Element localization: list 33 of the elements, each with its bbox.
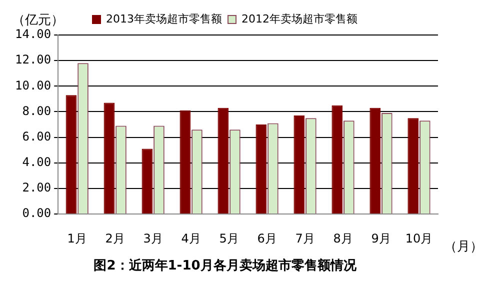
- y-tick-label: 14.00: [15, 27, 52, 42]
- y-axis-title: （亿元）: [12, 12, 64, 28]
- bar: [66, 95, 77, 214]
- x-tick-label: 1月: [67, 231, 87, 246]
- bar: [408, 118, 419, 214]
- bar: [104, 102, 115, 214]
- legend-label: 2012年卖场超市零售额: [242, 12, 358, 26]
- y-tick-label: 12.00: [15, 52, 52, 67]
- x-tick-label: 10月: [405, 231, 433, 246]
- x-axis-title: （月）: [444, 239, 483, 254]
- y-tick-label: 6.00: [22, 129, 52, 144]
- x-tick-label: 2月: [105, 231, 125, 246]
- y-tick-label: 2.00: [22, 180, 52, 195]
- bar: [256, 124, 267, 214]
- y-tick-label: 4.00: [22, 154, 52, 169]
- bar: [294, 116, 305, 214]
- text: 图2：近两年1-10月各月卖场超市零售额情况: [94, 258, 358, 274]
- x-tick-label: 4月: [181, 231, 201, 246]
- x-tick-label: 3月: [143, 231, 163, 246]
- x-tick-label: 5月: [219, 231, 239, 246]
- bar: [218, 108, 229, 214]
- x-tick-label: 9月: [371, 231, 391, 246]
- legend-label: 2013年卖场超市零售额: [106, 12, 222, 26]
- y-tick-label: 8.00: [22, 104, 52, 118]
- y-tick-label: 10.00: [15, 78, 52, 92]
- bar: [332, 105, 343, 214]
- x-tick-label: 7月: [295, 231, 315, 246]
- x-tick-label: 6月: [257, 231, 277, 246]
- x-tick-label: 8月: [333, 231, 353, 246]
- bar: [370, 108, 381, 214]
- bar: [180, 110, 191, 214]
- bar: [142, 148, 153, 214]
- y-tick-label: 0.00: [22, 206, 52, 220]
